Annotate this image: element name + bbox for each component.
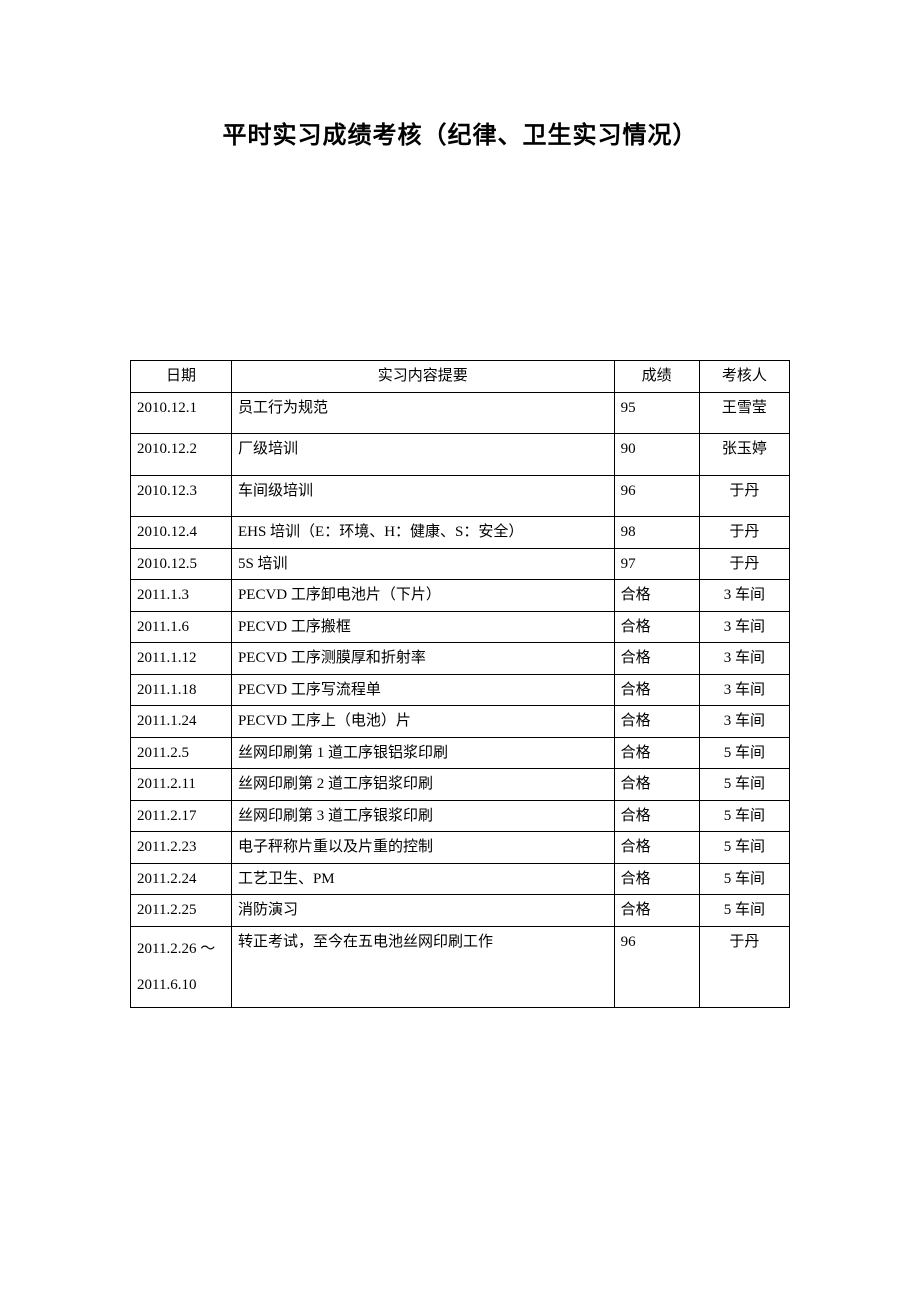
cell-date: 2011.2.25	[131, 895, 232, 927]
cell-content: 丝网印刷第 1 道工序银铝浆印刷	[231, 737, 614, 769]
cell-score: 98	[614, 517, 699, 549]
cell-score: 合格	[614, 895, 699, 927]
cell-person: 5 车间	[699, 769, 789, 801]
table-row: 2010.12.4EHS 培训（E：环境、H：健康、S：安全）98于丹	[131, 517, 790, 549]
cell-score: 合格	[614, 643, 699, 675]
table-row: 2011.1.12PECVD 工序测膜厚和折射率合格3 车间	[131, 643, 790, 675]
cell-date: 2011.1.6	[131, 611, 232, 643]
page-title: 平时实习成绩考核（纪律、卫生实习情况）	[130, 115, 790, 150]
cell-person: 于丹	[699, 926, 789, 1007]
table-row: 2011.2.23电子秤称片重以及片重的控制合格5 车间	[131, 832, 790, 864]
cell-content: 转正考试，至今在五电池丝网印刷工作	[231, 926, 614, 1007]
cell-content: 工艺卫生、PM	[231, 863, 614, 895]
cell-person: 于丹	[699, 517, 789, 549]
cell-date: 2010.12.5	[131, 548, 232, 580]
table-row: 2010.12.3车间级培训96于丹	[131, 475, 790, 517]
cell-person: 5 车间	[699, 832, 789, 864]
cell-date: 2011.2.23	[131, 832, 232, 864]
cell-score: 合格	[614, 737, 699, 769]
table-row: 2011.1.3PECVD 工序卸电池片（下片）合格3 车间	[131, 580, 790, 612]
cell-date: 2011.1.24	[131, 706, 232, 738]
cell-content: 消防演习	[231, 895, 614, 927]
cell-content: PECVD 工序卸电池片（下片）	[231, 580, 614, 612]
cell-score: 合格	[614, 706, 699, 738]
table-row: 2011.1.24PECVD 工序上（电池）片合格3 车间	[131, 706, 790, 738]
cell-date: 2010.12.1	[131, 392, 232, 434]
cell-person: 张玉婷	[699, 434, 789, 476]
table-row: 2011.2.5丝网印刷第 1 道工序银铝浆印刷合格5 车间	[131, 737, 790, 769]
cell-score: 合格	[614, 674, 699, 706]
cell-score: 合格	[614, 832, 699, 864]
cell-date: 2011.2.24	[131, 863, 232, 895]
cell-date: 2011.1.12	[131, 643, 232, 675]
cell-content: 5S 培训	[231, 548, 614, 580]
cell-score: 合格	[614, 863, 699, 895]
cell-person: 3 车间	[699, 706, 789, 738]
cell-score: 合格	[614, 769, 699, 801]
header-date: 日期	[131, 361, 232, 393]
cell-score: 合格	[614, 611, 699, 643]
cell-content: PECVD 工序上（电池）片	[231, 706, 614, 738]
cell-content: EHS 培训（E：环境、H：健康、S：安全）	[231, 517, 614, 549]
cell-content: PECVD 工序测膜厚和折射率	[231, 643, 614, 675]
header-content: 实习内容提要	[231, 361, 614, 393]
table-row: 2011.2.25消防演习合格5 车间	[131, 895, 790, 927]
cell-date: 2011.2.11	[131, 769, 232, 801]
cell-date: 2011.1.3	[131, 580, 232, 612]
cell-score: 96	[614, 475, 699, 517]
cell-score: 96	[614, 926, 699, 1007]
cell-score: 90	[614, 434, 699, 476]
table-row: 2010.12.55S 培训97于丹	[131, 548, 790, 580]
header-person: 考核人	[699, 361, 789, 393]
cell-person: 于丹	[699, 475, 789, 517]
table-row: 2011.1.18PECVD 工序写流程单合格3 车间	[131, 674, 790, 706]
cell-person: 3 车间	[699, 611, 789, 643]
cell-content: 电子秤称片重以及片重的控制	[231, 832, 614, 864]
cell-person: 5 车间	[699, 895, 789, 927]
cell-content: 员工行为规范	[231, 392, 614, 434]
cell-date: 2010.12.2	[131, 434, 232, 476]
cell-person: 5 车间	[699, 800, 789, 832]
cell-person: 王雪莹	[699, 392, 789, 434]
cell-date: 2011.2.5	[131, 737, 232, 769]
cell-score: 合格	[614, 800, 699, 832]
table-row: 2011.2.17丝网印刷第 3 道工序银浆印刷合格5 车间	[131, 800, 790, 832]
cell-person: 5 车间	[699, 863, 789, 895]
cell-content: 厂级培训	[231, 434, 614, 476]
assessment-table: 日期 实习内容提要 成绩 考核人 2010.12.1员工行为规范95王雪莹201…	[130, 360, 790, 1008]
cell-date: 2011.1.18	[131, 674, 232, 706]
cell-date: 2010.12.4	[131, 517, 232, 549]
table-header-row: 日期 实习内容提要 成绩 考核人	[131, 361, 790, 393]
cell-person: 3 车间	[699, 674, 789, 706]
cell-score: 合格	[614, 580, 699, 612]
cell-person: 3 车间	[699, 643, 789, 675]
header-score: 成绩	[614, 361, 699, 393]
cell-person: 于丹	[699, 548, 789, 580]
cell-person: 5 车间	[699, 737, 789, 769]
cell-date: 2011.2.26 ～2011.6.10	[131, 926, 232, 1007]
table-row: 2011.1.6PECVD 工序搬框合格3 车间	[131, 611, 790, 643]
cell-content: PECVD 工序写流程单	[231, 674, 614, 706]
table-row: 2011.2.24工艺卫生、PM合格5 车间	[131, 863, 790, 895]
cell-score: 97	[614, 548, 699, 580]
table-row: 2011.2.11丝网印刷第 2 道工序铝浆印刷合格5 车间	[131, 769, 790, 801]
cell-person: 3 车间	[699, 580, 789, 612]
cell-date: 2011.2.17	[131, 800, 232, 832]
cell-content: 丝网印刷第 2 道工序铝浆印刷	[231, 769, 614, 801]
cell-content: 丝网印刷第 3 道工序银浆印刷	[231, 800, 614, 832]
table-row: 2010.12.2厂级培训90张玉婷	[131, 434, 790, 476]
cell-content: 车间级培训	[231, 475, 614, 517]
table-row: 2010.12.1员工行为规范95王雪莹	[131, 392, 790, 434]
table-row: 2011.2.26 ～2011.6.10转正考试，至今在五电池丝网印刷工作96于…	[131, 926, 790, 1007]
cell-date: 2010.12.3	[131, 475, 232, 517]
cell-score: 95	[614, 392, 699, 434]
cell-content: PECVD 工序搬框	[231, 611, 614, 643]
